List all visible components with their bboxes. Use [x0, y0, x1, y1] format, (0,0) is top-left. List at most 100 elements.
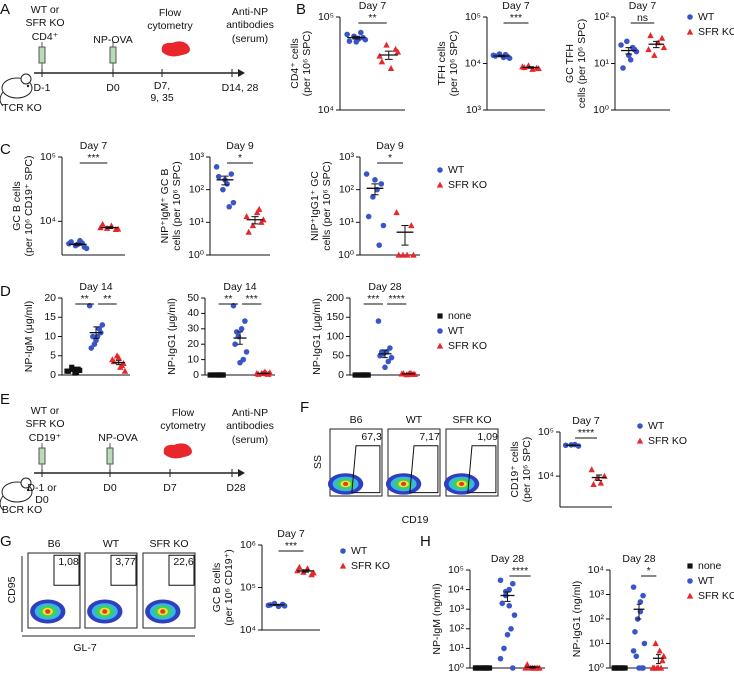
y-axis-label: GC B cells [11, 181, 23, 231]
antibody-label: (serum) [232, 434, 268, 446]
data-point [509, 665, 516, 671]
error-bar [498, 54, 505, 58]
y-tick-label: 10² [449, 623, 465, 635]
y-tick-label: 0 [193, 369, 199, 381]
data-point [660, 652, 667, 659]
data-point [114, 225, 122, 232]
legend-marker [687, 578, 693, 584]
data-point [90, 333, 96, 340]
y-tick-label: 5 [50, 350, 56, 362]
data-point [363, 171, 370, 177]
day-label: D0 [35, 494, 49, 506]
data-point [365, 213, 372, 220]
data-point [296, 563, 303, 570]
flow-gate [351, 445, 381, 494]
flow-blob [161, 41, 190, 57]
data-point [230, 199, 237, 206]
y-tick-label: 10⁴ [538, 470, 554, 482]
data-point [388, 354, 395, 361]
sample-label: B6 [350, 414, 363, 426]
readout-label: cytometry [147, 20, 193, 32]
legend-label: none [698, 560, 722, 572]
y-tick-label: 10¹ [589, 637, 605, 649]
data-point [376, 242, 383, 248]
data-point [659, 657, 666, 664]
data-point [511, 612, 518, 618]
data-point [524, 661, 531, 668]
day-label: D-1 or [27, 482, 57, 494]
legend-marker [340, 548, 346, 554]
flow-gate [110, 554, 137, 586]
data-point [385, 358, 392, 365]
panel-letter: E [0, 391, 10, 408]
data-point [658, 34, 666, 41]
error-bar [652, 40, 660, 49]
y-tick-label: 200 [326, 292, 344, 304]
flow-gate [409, 445, 439, 494]
significance-label: ** [103, 293, 111, 305]
y-tick-label: 10¹ [449, 642, 465, 654]
data-point [387, 345, 393, 351]
flow-gate [168, 554, 195, 586]
data-point [370, 194, 376, 200]
data-point [115, 354, 122, 361]
chart-title: Day 7 [572, 415, 600, 427]
y-tick-label: 10² [189, 183, 205, 195]
donor-label: SFR KO [25, 17, 64, 29]
panel-letter: D [0, 283, 11, 300]
data-point [640, 592, 646, 599]
data-point [88, 345, 95, 351]
significance-label: *** [367, 293, 379, 305]
readout-label: Flow [172, 407, 195, 419]
data-point [504, 631, 511, 638]
y-tick-label: 10⁴ [448, 583, 464, 595]
error-bar [70, 369, 77, 372]
y-axis-label: cells (per 10⁶ SPC) [171, 161, 183, 251]
data-point [506, 55, 513, 62]
y-tick-label: 10⁵ [538, 426, 554, 438]
flow-density [102, 609, 108, 614]
data-point [408, 222, 415, 229]
sample-label: SFR KO [452, 414, 491, 426]
error-bar [260, 372, 267, 375]
error-bar [93, 326, 99, 339]
panel-letter: B [296, 1, 306, 18]
y-tick-label: 150 [326, 311, 344, 323]
significance-label: **** [388, 293, 404, 305]
error-bar [105, 226, 114, 229]
data-point [344, 31, 350, 38]
flow-density [459, 481, 465, 486]
y-tick-label: 10⁵ [240, 581, 256, 593]
antibody-label: antibodies [226, 19, 274, 31]
significance-label: * [647, 565, 651, 577]
legend-label: WT [648, 420, 665, 432]
day-label: D7 [163, 482, 177, 494]
significance-label: **** [578, 427, 594, 439]
mouse-tail [0, 495, 4, 511]
chart-title: Day 7 [80, 140, 108, 152]
error-bar [595, 474, 603, 481]
legend-label: SFR KO [351, 560, 390, 572]
data-point [243, 349, 250, 355]
y-tick-label: 100 [326, 330, 344, 342]
data-point [633, 653, 640, 660]
legend-label: WT [698, 11, 715, 23]
data-point [220, 372, 226, 378]
y-axis-label: NP-IgG1 (ng/ml) [571, 581, 583, 657]
data-point [99, 220, 106, 227]
y-axis-label: NP-IgG1 (μg/ml) [311, 298, 323, 375]
data-point [506, 602, 513, 609]
y-tick-label: 20 [187, 338, 199, 350]
data-point [640, 665, 646, 671]
legend-label: WT [351, 545, 368, 557]
significance-label: ** [368, 12, 376, 24]
error-bar [221, 175, 229, 186]
y-tick-label: 50 [332, 350, 344, 362]
data-point [499, 600, 506, 607]
data-point [497, 577, 504, 584]
data-point [93, 337, 99, 344]
data-point [501, 645, 507, 652]
legend-marker [637, 423, 643, 429]
y-axis-label: (per 10⁶ CD19⁺ SPC) [23, 156, 35, 257]
